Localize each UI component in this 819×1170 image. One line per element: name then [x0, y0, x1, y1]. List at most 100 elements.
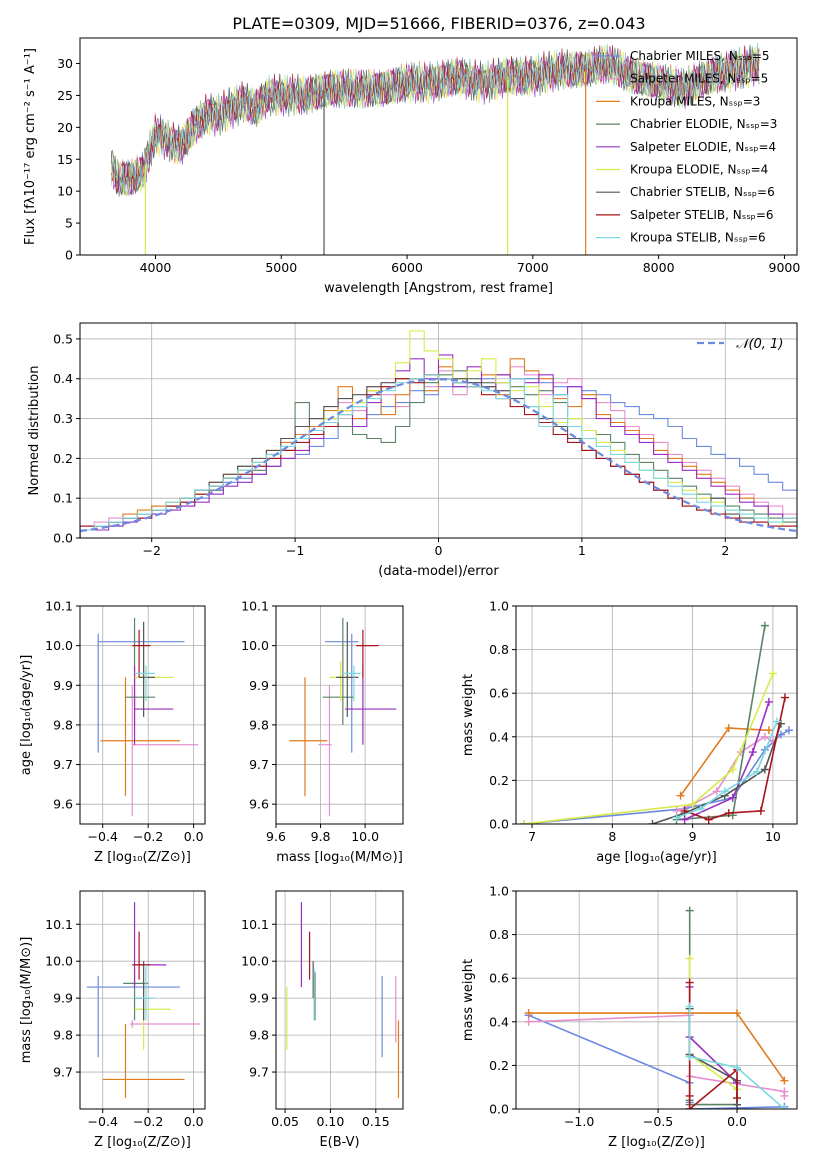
- normal-curve: [80, 378, 797, 533]
- histogram-series: [80, 374, 797, 538]
- data-point: [356, 629, 379, 678]
- weight-marker: [696, 804, 705, 813]
- y-axis-label: mass weight: [461, 959, 476, 1041]
- spectrum-line: [111, 46, 760, 197]
- weight-series: [679, 727, 769, 797]
- weight-series: [684, 701, 770, 821]
- weight-series: [528, 1014, 785, 1109]
- axes-frame: [275, 890, 404, 1110]
- x-tick-label: 8000: [643, 260, 675, 275]
- legend-label: 𝒩(0, 1): [736, 337, 783, 352]
- y-tick-label: 9.8: [249, 717, 269, 732]
- y-tick-label: 9.8: [53, 717, 73, 732]
- y-tick-label: 9.7: [53, 757, 73, 772]
- y-tick-label: 0.0: [53, 531, 73, 546]
- y-tick-label: 0.3: [53, 411, 73, 426]
- y-tick-label: 10.1: [45, 599, 73, 614]
- x-tick-label: 2: [721, 543, 729, 558]
- x-tick-label: 4000: [140, 260, 172, 275]
- panel-spectrum: 4000 5000 6000 7000 8000 9000 0 5 10 15 20 25 30 wave…: [23, 37, 801, 296]
- weight-series: [523, 729, 790, 824]
- x-tick-label: −0.5: [643, 1114, 673, 1129]
- x-tick-label: 1: [578, 543, 586, 558]
- data-point: [100, 677, 180, 797]
- x-tick-label: 6000: [391, 260, 423, 275]
- panel-residuals: −2 −1 0 1 2 0.0 0.1 0.2 0.3 0.4 0.5 (data-model)/er…: [27, 322, 798, 579]
- weight-marker: [685, 906, 694, 915]
- x-tick-label: 9000: [769, 260, 801, 275]
- plot-area: [111, 42, 760, 255]
- weight-marker: [520, 820, 529, 824]
- x-tick-label: −0.4: [88, 1114, 118, 1129]
- weight-marker: [728, 765, 737, 774]
- data-point: [325, 633, 359, 753]
- data-point: [134, 987, 171, 1050]
- y-tick-label: 0.2: [489, 1058, 509, 1073]
- x-tick-label: −0.4: [88, 829, 118, 844]
- panel-massweight_vs_age: 7 8 9 10 0.0 0.2 0.4 0.6 0.8 1.0 age [log₁₀(age/yr…: [461, 599, 798, 865]
- weight-series: [688, 982, 738, 1109]
- plot-area: [80, 330, 797, 538]
- weight-marker: [685, 978, 694, 987]
- weight-marker: [764, 697, 773, 706]
- panel-age_vs_Z: −0.4 −0.2 0.0 9.6 9.7 9.8 9.9 10.0 10.1 Z [log₁₀(…: [19, 599, 206, 865]
- weight-marker: [724, 724, 733, 733]
- y-tick-label: 10.0: [241, 638, 269, 653]
- data-point: [86, 975, 180, 1058]
- y-axis-label: mass weight: [461, 674, 476, 756]
- spectrum-line: [111, 45, 760, 196]
- weight-marker: [648, 820, 657, 824]
- data-point: [289, 677, 328, 797]
- y-tick-label: 9.6: [53, 797, 73, 812]
- histogram-series: [80, 378, 797, 538]
- x-tick-label: 0: [435, 543, 443, 558]
- weight-marker: [780, 1076, 789, 1085]
- y-tick-label: 9.9: [53, 991, 73, 1006]
- x-tick-label: −0.2: [133, 1114, 163, 1129]
- x-tick-label: −1: [286, 543, 304, 558]
- y-tick-label: 9.6: [249, 797, 269, 812]
- x-tick-label: 0.10: [317, 1114, 345, 1129]
- data-point: [123, 968, 149, 1021]
- weight-marker: [733, 1063, 742, 1072]
- x-tick-label: 0.05: [271, 1114, 299, 1129]
- x-tick-label: 7: [528, 829, 536, 844]
- plot-area: [86, 902, 201, 1098]
- y-tick-label: 0.0: [489, 817, 509, 832]
- data-point: [134, 661, 174, 702]
- weight-marker: [724, 809, 733, 818]
- y-tick-label: 0.2: [489, 773, 509, 788]
- weight-marker: [760, 732, 769, 741]
- panel-mass_vs_EBV: 0.05 0.10 0.15 9.7 9.8 9.9 10.0 10.1 E(B-V): [241, 890, 404, 1150]
- axes-frame: [79, 37, 798, 256]
- legend-label: Salpeter ELODIE, Nₛₛₚ=4: [630, 140, 776, 154]
- y-tick-label: 9.7: [249, 1065, 269, 1080]
- x-tick-label: 0.0: [184, 1114, 204, 1129]
- y-tick-label: 30: [57, 56, 73, 71]
- y-tick-label: 9.7: [53, 1065, 73, 1080]
- data-point: [102, 1024, 185, 1098]
- axes-frame: [79, 605, 206, 825]
- legend-label: Salpeter STELIB, Nₛₛₚ=6: [630, 208, 774, 222]
- weight-marker: [712, 787, 721, 796]
- x-tick-label: 9: [689, 829, 697, 844]
- weight-marker: [524, 1017, 533, 1026]
- x-tick-label: 9.6: [266, 829, 286, 844]
- weight-marker: [768, 669, 777, 678]
- weight-marker: [733, 1009, 742, 1018]
- y-tick-label: 0.4: [489, 729, 509, 744]
- y-tick-label: 10.1: [241, 599, 269, 614]
- y-axis-label: age [log₁₀(age/yr)]: [19, 655, 34, 776]
- weight-marker: [748, 748, 757, 757]
- weight-marker: [764, 726, 773, 735]
- data-point: [133, 665, 174, 745]
- data-point: [134, 665, 155, 702]
- y-tick-label: 0.8: [489, 642, 509, 657]
- weight-marker: [685, 1002, 694, 1011]
- y-axis-label: mass [log₁₀(M/M⊙)]: [19, 937, 34, 1064]
- y-tick-label: 10.0: [241, 954, 269, 969]
- y-tick-label: 0.1: [53, 491, 73, 506]
- y-tick-label: 20: [57, 120, 73, 135]
- x-tick-label: −2: [142, 543, 160, 558]
